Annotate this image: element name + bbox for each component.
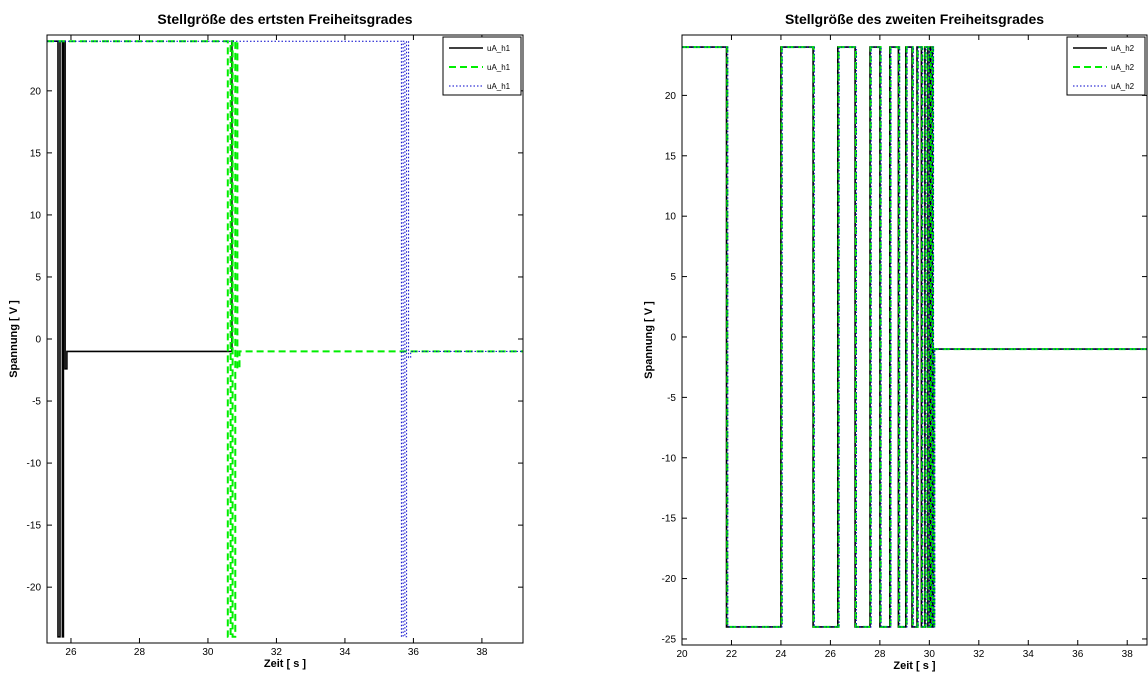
chart-2: Stellgröße des zweiten Freiheitsgrades 20…	[643, 11, 1148, 672]
x-tick-label: 26	[65, 647, 77, 658]
x-tick-label: 34	[339, 647, 351, 658]
y-tick-label: -10	[27, 459, 42, 470]
y-tick-label: 15	[665, 151, 677, 162]
y-tick-label: 20	[665, 91, 677, 102]
plot-frame	[46, 34, 524, 644]
x-axis-label: Zeit [ s ]	[893, 660, 936, 672]
legend-label: uA_h2	[1111, 63, 1135, 72]
x-tick-label: 22	[726, 649, 738, 660]
y-tick-label: -10	[662, 453, 677, 464]
y-axis-label: Spannung [ V ]	[8, 300, 20, 378]
y-tick-label: -25	[662, 634, 677, 645]
series-line-2	[47, 40, 523, 638]
x-tick-label: 36	[1072, 649, 1084, 660]
y-tick-label: -5	[667, 393, 676, 404]
plot-frame	[681, 34, 1148, 646]
y-tick-label: -20	[662, 574, 677, 585]
chart-1: Stellgröße des ertsten Freiheitsgrades 26…	[8, 11, 524, 670]
x-tick-label: 32	[973, 649, 985, 660]
y-tick-label: 10	[30, 210, 42, 221]
chart-title: Stellgröße des zweiten Freiheitsgrades	[785, 11, 1044, 27]
y-tick-label: 10	[665, 212, 677, 223]
series-line-2	[682, 46, 1147, 628]
legend-label: uA_h1	[487, 63, 511, 72]
y-tick-label: -20	[27, 583, 42, 594]
x-tick-label: 30	[202, 647, 214, 658]
x-tick-label: 28	[134, 647, 146, 658]
x-tick-label: 20	[676, 649, 688, 660]
series-line-1	[47, 40, 234, 638]
x-tick-label: 38	[1122, 649, 1134, 660]
x-tick-label: 28	[874, 649, 886, 660]
legend-label: uA_h2	[1111, 82, 1135, 91]
y-tick-label: -15	[27, 521, 42, 532]
y-tick-label: -5	[32, 397, 41, 408]
x-tick-label: 32	[271, 647, 283, 658]
x-tick-label: 24	[775, 649, 787, 660]
y-tick-label: 0	[670, 332, 676, 343]
legend: uA_h1 uA_h1 uA_h1	[442, 36, 522, 96]
y-tick-label: 5	[35, 272, 41, 283]
x-tick-label: 26	[825, 649, 837, 660]
y-tick-label: 0	[35, 335, 41, 346]
series-line-3	[682, 46, 1147, 628]
x-tick-label: 34	[1023, 649, 1035, 660]
chart-title: Stellgröße des ertsten Freiheitsgrades	[157, 11, 412, 27]
y-tick-label: 20	[30, 86, 42, 97]
legend-label: uA_h1	[487, 82, 511, 91]
y-axis-label: Spannung [ V ]	[643, 301, 655, 379]
y-tick-label: -15	[662, 514, 677, 525]
y-tick-label: 5	[670, 272, 676, 283]
legend-label: uA_h1	[487, 44, 511, 53]
legend: uA_h2 uA_h2 uA_h2	[1066, 36, 1146, 96]
x-tick-label: 36	[408, 647, 420, 658]
y-tick-label: 15	[30, 148, 42, 159]
series-line-1	[682, 46, 1147, 628]
x-tick-label: 38	[476, 647, 488, 658]
x-axis-label: Zeit [ s ]	[264, 658, 307, 670]
legend-label: uA_h2	[1111, 44, 1135, 53]
x-tick-label: 30	[924, 649, 936, 660]
series-line-3	[47, 40, 523, 638]
